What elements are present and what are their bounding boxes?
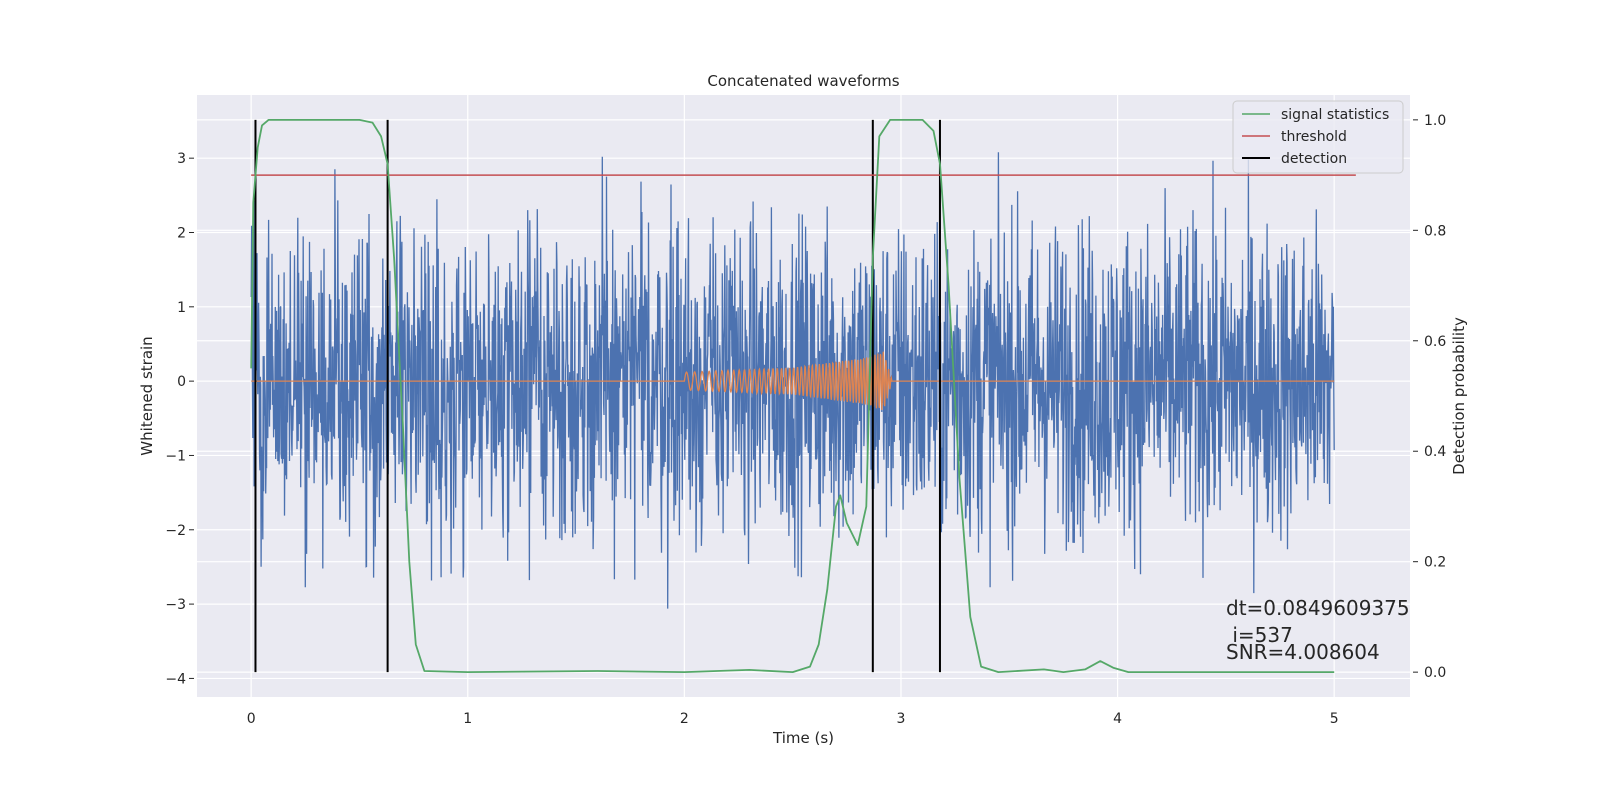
legend-label-threshold: threshold [1281, 129, 1347, 145]
y-tick-label: 2 [177, 225, 186, 241]
y-right-tick-label: 0.6 [1424, 334, 1446, 350]
y-axis-right-label: Detection probability [1450, 317, 1468, 475]
x-tick-label: 5 [1330, 711, 1339, 727]
y-tick-label: 3 [177, 151, 186, 167]
x-tick-label: 3 [897, 711, 906, 727]
y-tick-label: −3 [165, 597, 186, 613]
series-signal-statistics [250, 119, 1335, 673]
chart-title: Concatenated waveforms [707, 72, 899, 90]
y-right-tick-label: 0.0 [1424, 665, 1446, 681]
y-tick-label: −1 [165, 448, 186, 464]
y-tick-label: −2 [165, 523, 186, 539]
tick-labels: 0 1 2 3 4 5 −4 −3 −2 −1 0 1 2 3 0.0 0.2 0.4 0.6 0.8 1.0 [165, 113, 1446, 727]
y-tick-label: 1 [177, 300, 186, 316]
x-axis-label: Time (s) [772, 729, 834, 747]
annotation-dt: dt=0.0849609375 [1226, 596, 1410, 620]
y-tick-label: 0 [177, 374, 186, 390]
series-noise-strain [250, 152, 1335, 609]
x-tick-label: 4 [1113, 711, 1122, 727]
legend-label-signal-statistics: signal statistics [1281, 107, 1389, 123]
legend-label-detection: detection [1281, 151, 1347, 167]
y-right-tick-label: 0.8 [1424, 223, 1446, 239]
legend-box [1232, 100, 1404, 174]
y-axis-label: Whitened strain [138, 336, 156, 455]
y-right-tick-label: 1.0 [1424, 113, 1446, 129]
x-tick-label: 1 [463, 711, 472, 727]
x-tick-label: 2 [680, 711, 689, 727]
y-right-tick-label: 0.4 [1424, 444, 1446, 460]
series-layer [250, 119, 1356, 673]
annotation-snr: SNR=4.008604 [1226, 640, 1380, 664]
annotation-index: i=537 [1226, 623, 1293, 647]
x-tick-label: 0 [247, 711, 256, 727]
legend: signal statistics threshold detection [1232, 100, 1404, 174]
series-chirp-template [251, 351, 1335, 410]
y-tick-label: −4 [165, 671, 186, 687]
y-right-tick-label: 0.2 [1424, 555, 1446, 571]
